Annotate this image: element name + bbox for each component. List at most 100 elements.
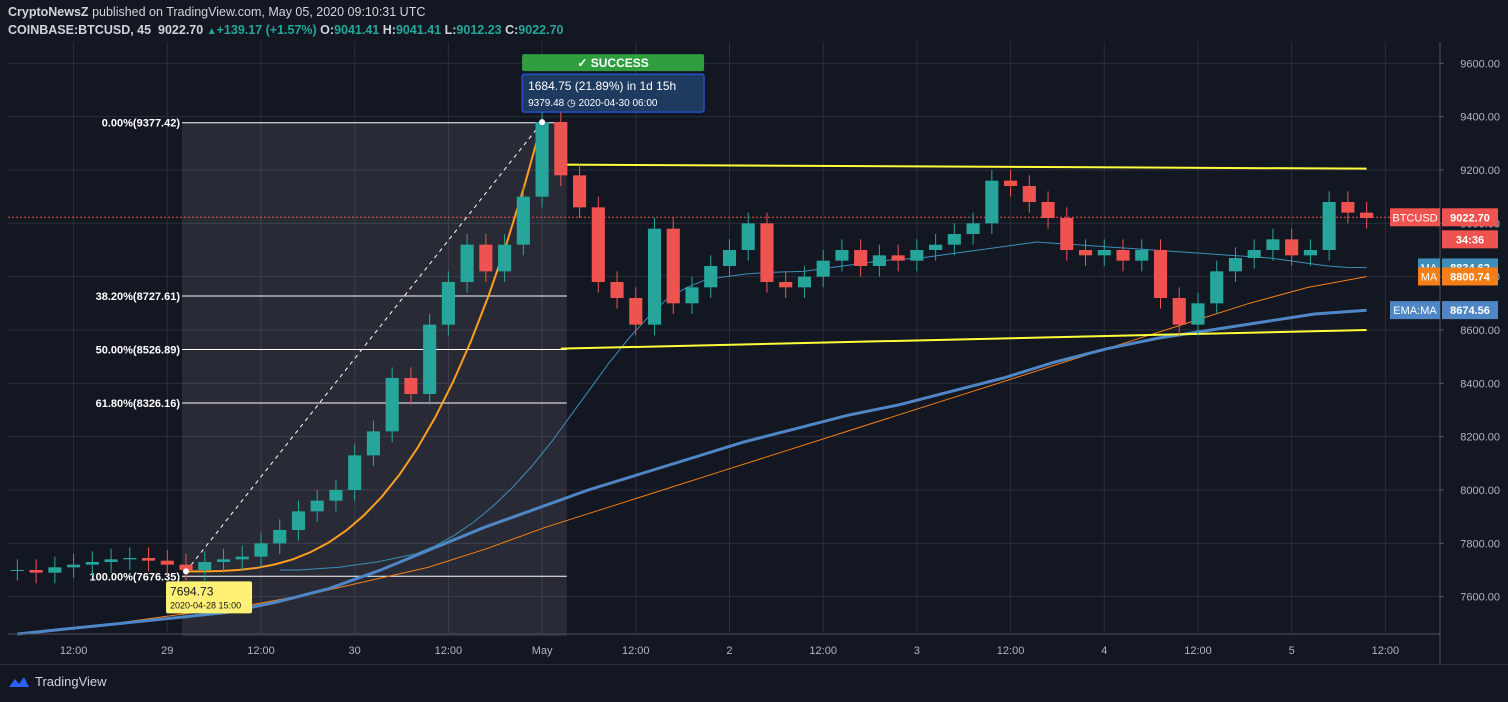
candle-body <box>1004 180 1018 186</box>
candle-body <box>10 570 24 571</box>
time-tick-label: May <box>532 645 553 657</box>
candle-body <box>1153 250 1168 298</box>
candle-body <box>1060 218 1074 250</box>
close-label: C: <box>505 23 519 37</box>
candle-body <box>1341 202 1355 213</box>
candle-body <box>67 564 81 568</box>
price-label-name: MA <box>1421 271 1438 283</box>
price-label-tag <box>1418 267 1440 286</box>
candle-body <box>160 560 174 565</box>
candle-body <box>1266 239 1280 250</box>
time-tick-label: 29 <box>161 645 173 657</box>
candle-body <box>1360 212 1374 218</box>
candle-body <box>1172 298 1186 325</box>
candle-body <box>835 250 849 261</box>
chart-header: CryptoNewsZ published on TradingView.com… <box>0 0 1508 42</box>
price-label-value: 8674.56 <box>1450 305 1490 317</box>
candle-body <box>1322 202 1336 250</box>
fib-level-label: 0.00%(9377.42) <box>102 118 181 130</box>
time-tick-label: 12:00 <box>622 645 650 657</box>
price-label-value-bg <box>1442 230 1498 249</box>
candles <box>10 111 1374 584</box>
candle-body <box>404 378 418 394</box>
time-tick-label: 5 <box>1289 645 1295 657</box>
price-tick-label: 9600.00 <box>1460 58 1500 70</box>
candle-body <box>985 180 999 224</box>
price-axis-bg <box>1440 42 1508 634</box>
candle-body <box>629 298 643 325</box>
price-tick-label: 8000.00 <box>1460 485 1500 497</box>
fib-level-label: 61.80%(8326.16) <box>96 398 181 410</box>
trend-line-upper <box>560 163 1367 170</box>
candle-body <box>554 122 568 176</box>
chart-canvas[interactable]: 0.00%(9377.42) 38.20%(8727.61) 50.00%(8526… <box>0 42 1508 664</box>
publish-line: CryptoNewsZ published on TradingView.com… <box>8 5 425 19</box>
success-badge <box>522 54 705 72</box>
low-label: L: <box>444 23 457 37</box>
price-tick-label: 8400.00 <box>1460 378 1500 390</box>
candle-body <box>273 530 287 544</box>
candle-body <box>929 244 943 250</box>
price-tick-label: 7600.00 <box>1460 592 1500 604</box>
publisher-name[interactable]: CryptoNewsZ <box>8 5 89 19</box>
candle-body <box>591 207 605 282</box>
fib-zone <box>182 122 567 637</box>
time-tick-label: 12:00 <box>809 645 837 657</box>
candle-body <box>1022 186 1036 202</box>
price-change: +139.17 (+1.57%) <box>216 23 317 37</box>
trend-line-lower <box>560 329 1367 350</box>
candle-body <box>797 276 811 288</box>
candle-body <box>760 223 774 282</box>
fib-level-label: 100.00%(7676.35) <box>90 571 181 583</box>
high-label: H: <box>382 23 396 37</box>
low-point-marker <box>183 568 190 575</box>
candle-body <box>291 511 306 530</box>
candle-body <box>573 175 587 208</box>
candle-body <box>779 282 793 288</box>
candle-body <box>48 567 62 573</box>
footer <box>0 664 1508 702</box>
candle-body <box>479 244 493 272</box>
move-box <box>521 73 705 113</box>
last-price: 9022.70 <box>158 23 204 37</box>
high-point-marker <box>539 119 546 126</box>
candle-body <box>104 559 118 562</box>
candle-body <box>516 196 530 245</box>
price-label-name: EMA:MA <box>1393 305 1437 317</box>
candle-body <box>685 287 699 304</box>
candle-body <box>85 562 99 565</box>
annotations: ✓ SUCCESS 1684.75 (21.89%) in 1d 15h 9379.… <box>166 54 705 614</box>
time-tick-label: 3 <box>914 645 920 657</box>
publish-info: published on TradingView.com, May 05, 20… <box>92 5 426 19</box>
open-value: 9041.41 <box>334 23 380 37</box>
time-tick-label: 12:00 <box>247 645 275 657</box>
fib-retracement[interactable]: 0.00%(9377.42) 38.20%(8727.61) 50.00%(8526… <box>90 118 567 584</box>
tradingview-icon <box>9 676 29 687</box>
candle-body <box>1135 250 1149 261</box>
low-point-label: 7694.73 <box>170 584 214 598</box>
candle-body <box>366 431 380 456</box>
high-value: 9041.41 <box>395 23 442 37</box>
trend-lines[interactable] <box>560 163 1367 350</box>
tradingview-logo[interactable]: TradingView <box>8 674 107 689</box>
candle-body <box>947 234 961 245</box>
candle-body <box>179 564 193 570</box>
price-label-value-bg <box>1442 267 1498 286</box>
price-tick-label: 9200.00 <box>1460 165 1500 177</box>
candle-body <box>1191 303 1205 325</box>
symbol-label[interactable]: COINBASE:BTCUSD, 45 <box>8 23 152 37</box>
price-label-tag <box>1390 301 1440 320</box>
candle-body <box>854 250 868 266</box>
price-axis[interactable]: 9600.009400.009200.009000.008800.008600.… <box>1390 42 1508 664</box>
candle-body <box>254 543 268 557</box>
time-tick-label: 30 <box>349 645 361 657</box>
close-value: 9022.70 <box>518 23 564 37</box>
time-axis[interactable]: 12:00 29 12:00 30 12:00 May 12:00 2 12:00 3 12:00 4… <box>8 633 1440 657</box>
low-value: 9012.23 <box>456 23 502 37</box>
candle-body <box>816 260 830 277</box>
time-tick-label: 4 <box>1101 645 1107 657</box>
candle-body <box>310 500 324 512</box>
move-label: 1684.75 (21.89%) in 1d 15h <box>528 79 676 93</box>
candle-body <box>535 122 549 197</box>
price-label-value: 34:36 <box>1456 234 1484 246</box>
